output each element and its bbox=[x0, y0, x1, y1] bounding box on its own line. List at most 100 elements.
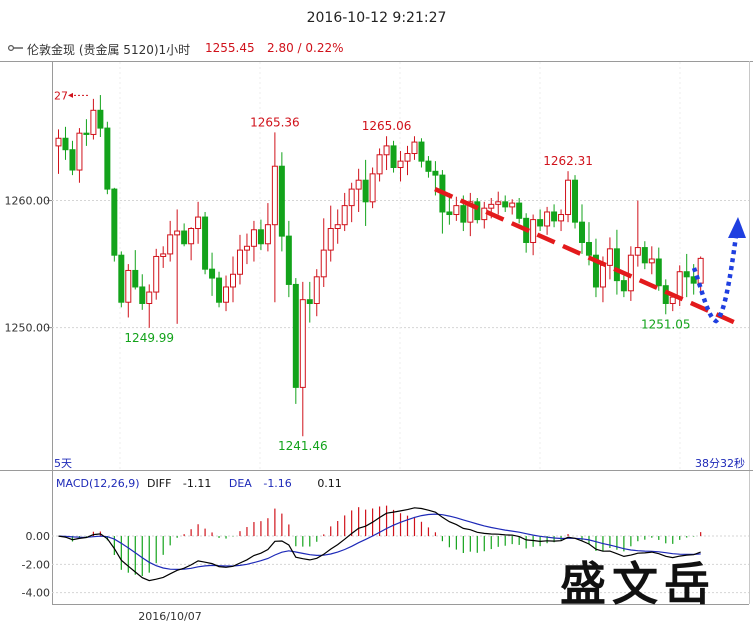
candle-body bbox=[648, 258, 655, 264]
candle-body bbox=[516, 202, 523, 219]
candle-body bbox=[216, 277, 223, 303]
instrument-name: 伦敦金现 (贵金属 5120)1小时 bbox=[27, 43, 191, 57]
price-annotation: 1241.46 bbox=[278, 439, 328, 453]
candle-body bbox=[460, 205, 467, 223]
candle-body bbox=[509, 202, 516, 208]
candle-body bbox=[683, 271, 690, 278]
candle-body bbox=[62, 137, 69, 151]
candle-body bbox=[271, 165, 278, 226]
macd-y-tick-label: -4.00 bbox=[22, 587, 50, 600]
candle-body bbox=[195, 216, 202, 230]
candle-body bbox=[565, 179, 572, 216]
price-annotation: 1262.31 bbox=[543, 154, 593, 168]
candle-body bbox=[655, 258, 662, 287]
candle-body bbox=[285, 235, 292, 285]
watermark-signature: 盛文岳 bbox=[560, 557, 716, 611]
candle-body bbox=[551, 211, 558, 222]
candle-body bbox=[690, 276, 697, 284]
candle-body bbox=[362, 179, 369, 203]
macd-dea-label: DEA bbox=[229, 477, 252, 490]
candle-body bbox=[579, 221, 585, 243]
candle-body bbox=[132, 269, 139, 288]
price-annotation: 1265.36 bbox=[250, 115, 300, 129]
candle-body bbox=[146, 291, 153, 304]
forecast-arrow bbox=[691, 235, 739, 324]
candle-body bbox=[488, 203, 495, 209]
diff-line bbox=[58, 507, 701, 582]
macd-hist-value: 0.11 bbox=[317, 477, 342, 490]
candle-body bbox=[76, 132, 83, 171]
macd-title: MACD(12,26,9) bbox=[56, 477, 140, 490]
candle-body bbox=[223, 286, 230, 303]
candle-body bbox=[369, 173, 376, 203]
instrument-price: 1255.45 bbox=[205, 41, 255, 55]
candle-body bbox=[153, 255, 160, 293]
candle-body bbox=[467, 201, 474, 223]
instrument-icon bbox=[8, 45, 23, 51]
price-annotation: 27 bbox=[54, 89, 68, 102]
candle-body bbox=[418, 141, 425, 162]
candle-body bbox=[620, 280, 627, 292]
candle-body bbox=[306, 299, 313, 304]
price-annotation: 1265.06 bbox=[362, 119, 412, 133]
candle-body bbox=[83, 132, 90, 135]
candle-body bbox=[174, 230, 181, 236]
candle-body bbox=[697, 257, 704, 284]
y-tick-label: 1250.00 bbox=[5, 322, 51, 335]
candle-body bbox=[104, 127, 111, 190]
y-tick-label: 1260.00 bbox=[5, 195, 51, 208]
timestamp-title: 2016-10-12 9:21:27 bbox=[306, 10, 447, 26]
macd-y-tick-label: 0.00 bbox=[26, 530, 51, 543]
candle-body bbox=[676, 271, 683, 298]
candle-body bbox=[327, 228, 334, 251]
candle-body bbox=[432, 170, 439, 176]
candle-body bbox=[278, 165, 285, 237]
candle-body bbox=[558, 214, 565, 222]
candle-body bbox=[313, 276, 320, 304]
candles bbox=[55, 95, 704, 437]
candle-body bbox=[453, 205, 460, 216]
candle-body bbox=[118, 254, 125, 303]
candle-body bbox=[572, 179, 579, 223]
candle-body bbox=[341, 205, 348, 226]
candle-body bbox=[125, 269, 132, 303]
candle-body bbox=[530, 219, 537, 243]
candle-body bbox=[209, 268, 216, 279]
candle-body bbox=[474, 201, 481, 221]
macd-diff-label: DIFF bbox=[147, 477, 171, 490]
instrument-change: 2.80 / 0.22% bbox=[267, 41, 344, 55]
candle-body bbox=[139, 286, 146, 304]
candle-body bbox=[390, 145, 397, 168]
candle-body bbox=[90, 109, 97, 135]
candle-body bbox=[111, 188, 118, 256]
candle-body bbox=[404, 153, 411, 162]
candle-body bbox=[446, 211, 453, 216]
candle-body bbox=[69, 149, 76, 171]
macd-y-labels: 0.00 -2.00 -4.00 bbox=[22, 530, 50, 600]
candle-body bbox=[495, 201, 502, 205]
candle-body bbox=[230, 273, 236, 288]
candle-body bbox=[97, 109, 104, 129]
price-annotations: 27 1265.36 1265.06 1262.31 1249.99 1241.46 125… bbox=[54, 89, 691, 453]
candle-body bbox=[320, 249, 327, 278]
macd-y-tick-label: -2.00 bbox=[22, 558, 50, 571]
candle-body bbox=[613, 248, 620, 282]
candle-body bbox=[627, 254, 634, 292]
grid-lines bbox=[52, 62, 749, 470]
candle-body bbox=[592, 254, 599, 288]
corner-label-right: 38分32秒 bbox=[695, 456, 745, 470]
corner-label-left: 5天 bbox=[54, 457, 72, 470]
price-annotation: 1251.05 bbox=[641, 317, 691, 331]
annotation-arrow bbox=[68, 92, 73, 98]
candle-body bbox=[502, 201, 509, 208]
y-axis-labels: 1260.00 1250.00 bbox=[5, 195, 52, 335]
x-tick-label: 2016/10/07 bbox=[138, 610, 201, 623]
candle-body bbox=[606, 248, 613, 266]
trendline bbox=[434, 187, 736, 325]
candle-body bbox=[236, 249, 243, 275]
svg-text:MACD(12,26,9) DIFF: MACD(12,26,9) DIFF -1.11 DEA -1.16 0.11 bbox=[56, 477, 342, 490]
candle-body bbox=[537, 219, 544, 227]
candle-body bbox=[188, 228, 195, 245]
